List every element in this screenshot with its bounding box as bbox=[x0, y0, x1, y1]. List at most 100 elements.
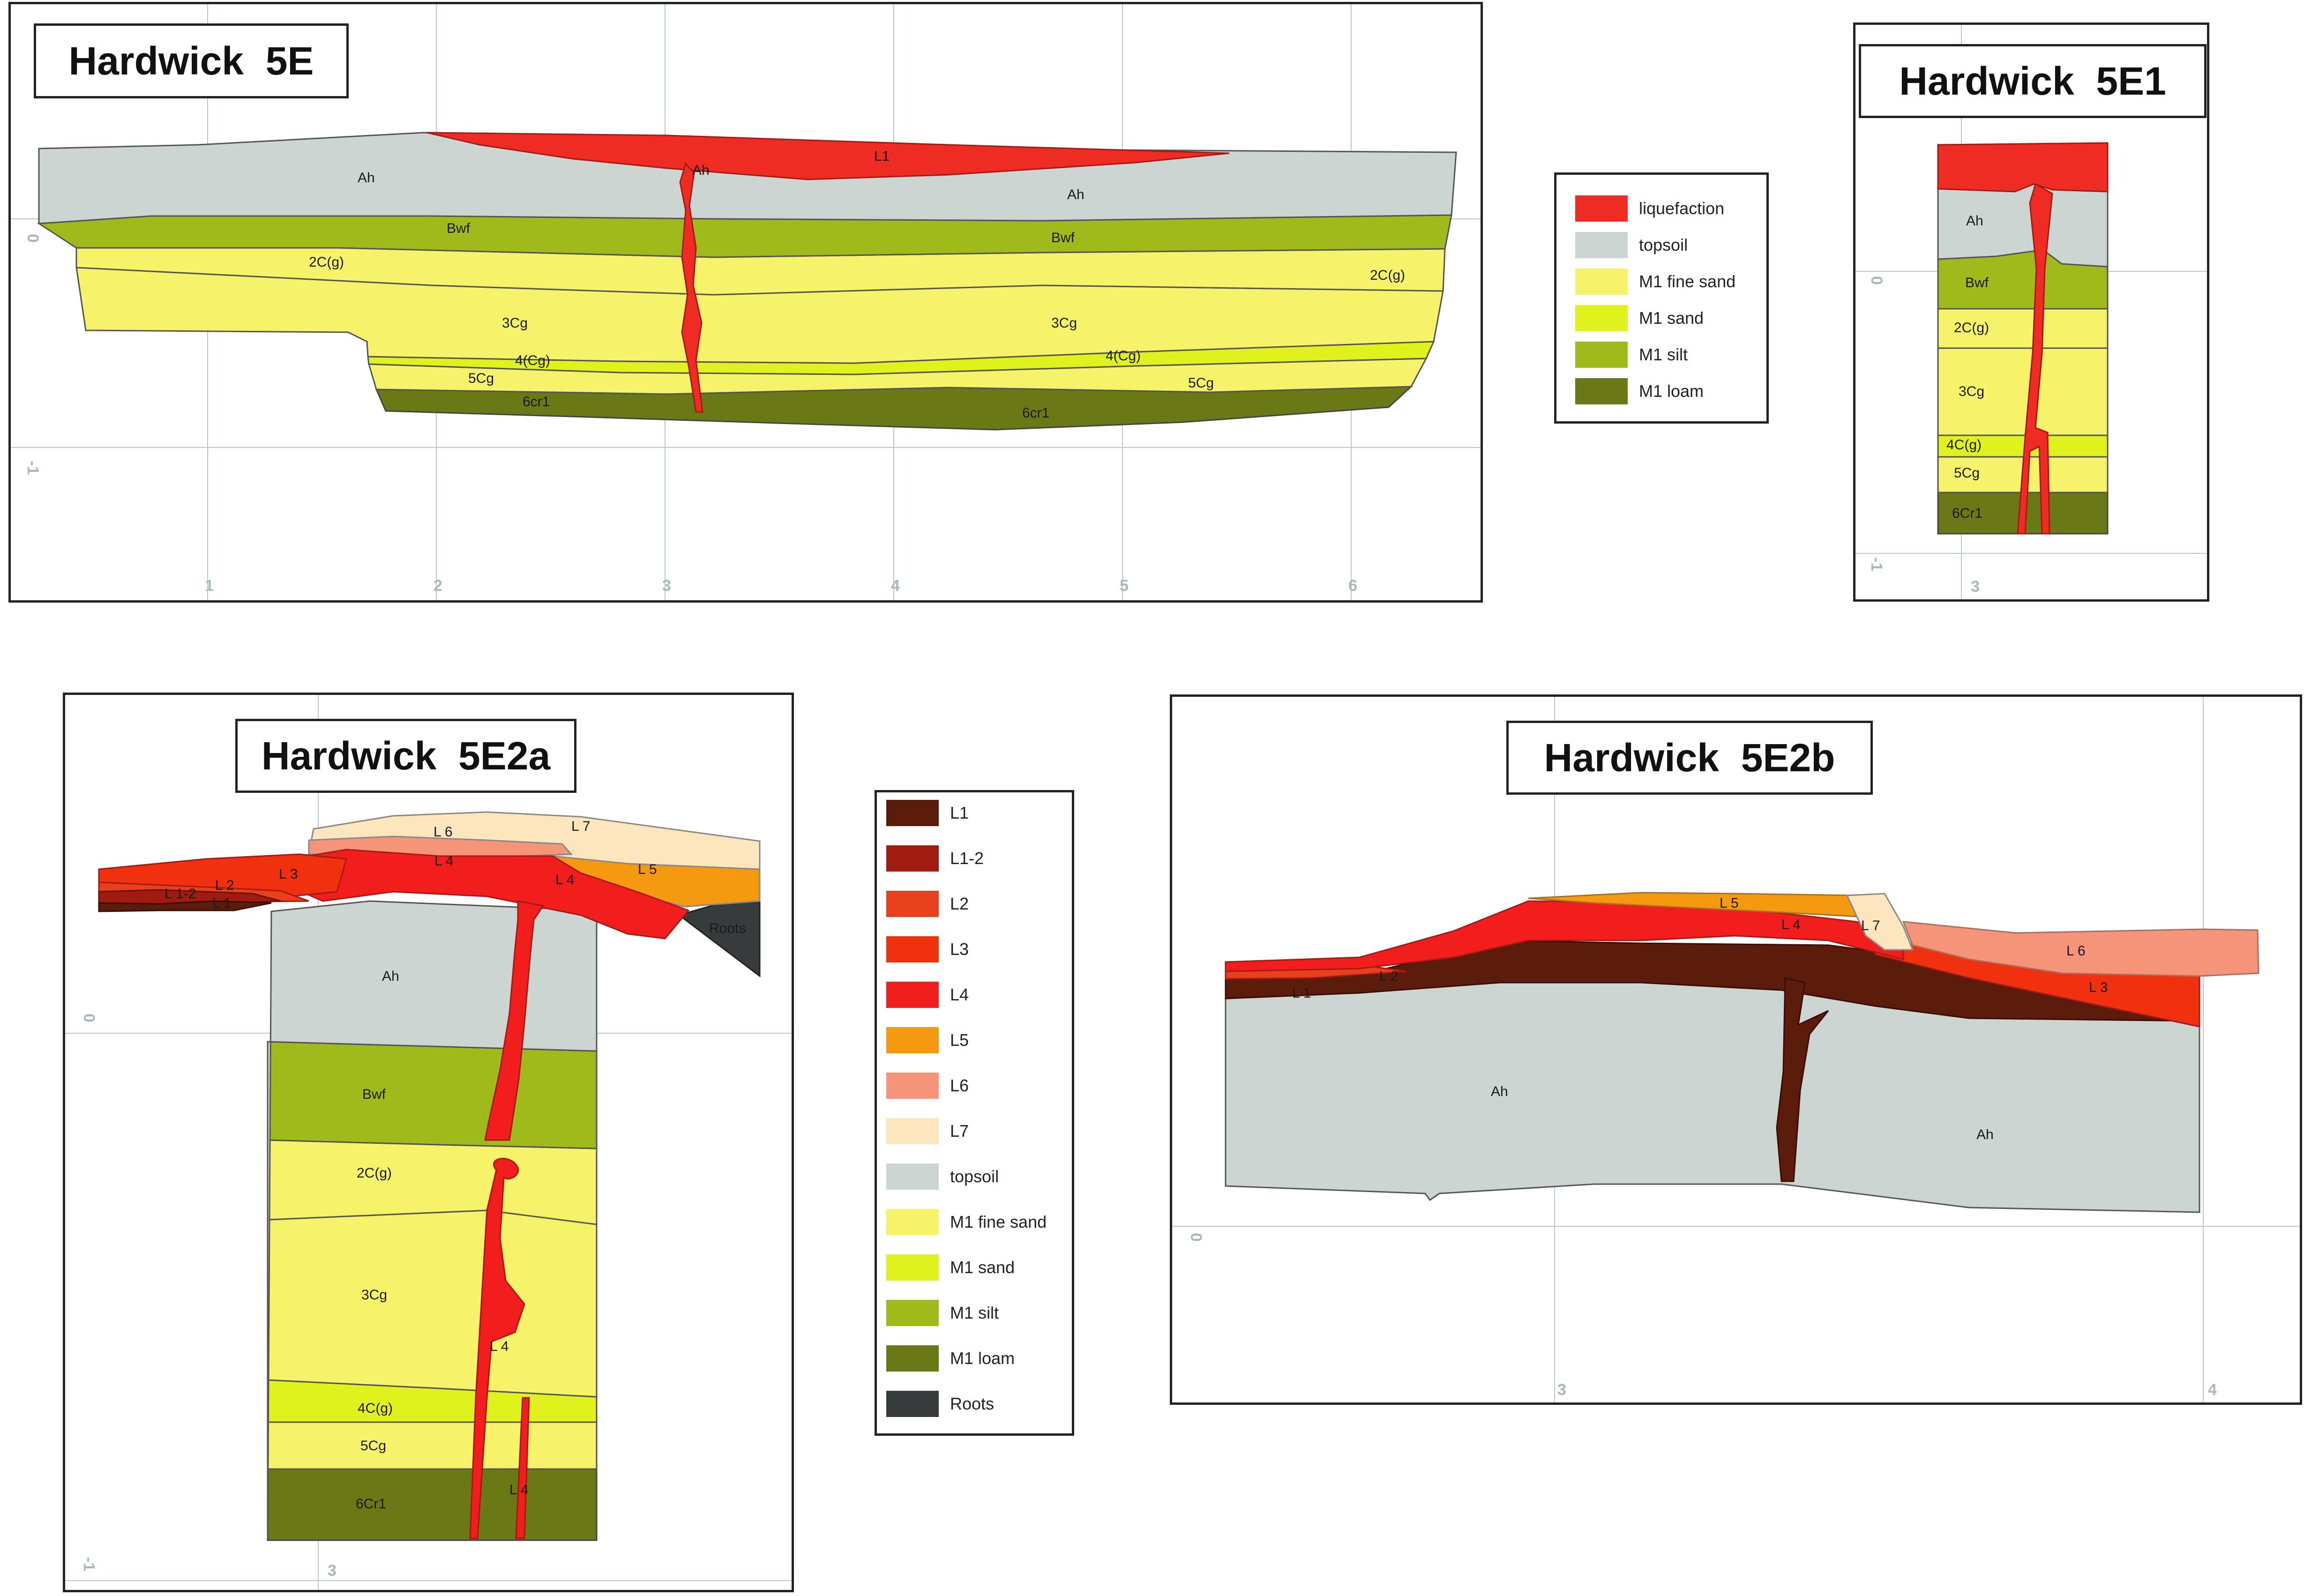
legend-label: M1 sand bbox=[1639, 308, 1704, 328]
legend-item-l6: L6 bbox=[886, 1073, 969, 1099]
title-5e2b: Hardwick 5E2b bbox=[1506, 721, 1873, 795]
label-6cr1-right: 6cr1 bbox=[1022, 405, 1049, 421]
legend-item-roots: Roots bbox=[886, 1391, 994, 1417]
title-5e1: Hardwick 5E1 bbox=[1859, 44, 2207, 118]
legend-label: L4 bbox=[950, 985, 969, 1004]
swatch-topsoil bbox=[886, 1163, 939, 1190]
legend-item-topsoil: topsoil bbox=[886, 1163, 999, 1190]
axis-x-3: 3 bbox=[1971, 578, 1980, 596]
legend-label: M1 silt bbox=[1639, 345, 1688, 364]
legend-item-liquefaction: liquefaction bbox=[1575, 195, 1724, 222]
swatch-roots bbox=[886, 1391, 939, 1417]
profile-5e2a-drawing: L 7 L 6 L 4 L 4 L 5 L 3 L 2 L 1-2 L 1 Ro… bbox=[65, 695, 792, 1590]
legend-label: Roots bbox=[950, 1394, 995, 1413]
label-bwf: Bwf bbox=[362, 1087, 386, 1102]
layer-6cr1 bbox=[267, 1468, 598, 1541]
axis-x-4: 4 bbox=[891, 577, 900, 595]
layer-5cg bbox=[267, 1421, 598, 1470]
label-l1: L 1 bbox=[212, 895, 232, 911]
layer-l1 bbox=[1225, 940, 2200, 1022]
label-4cg: 4C(g) bbox=[1946, 437, 1982, 453]
label-l4-left: L 4 bbox=[434, 853, 454, 869]
layer-l4 bbox=[289, 849, 690, 940]
swatch-topsoil bbox=[1575, 232, 1628, 258]
label-2cg-right: 2C(g) bbox=[1370, 268, 1405, 283]
legend-label: L3 bbox=[950, 940, 969, 959]
label-ah-left: Ah bbox=[358, 170, 375, 186]
profile-5e1-panel: Ah Bwf 2C(g) 3Cg 4C(g) 5Cg 6Cr1 3 0 -1 bbox=[1853, 22, 2209, 602]
label-l4: L 4 bbox=[1781, 917, 1801, 932]
swatch-silt bbox=[1575, 342, 1628, 368]
legend-label: M1 fine sand bbox=[1639, 272, 1736, 291]
axis-y-minus1: -1 bbox=[1868, 557, 1885, 571]
label-5cg-right: 5Cg bbox=[1188, 375, 1214, 391]
legend-item-fine-sand: M1 fine sand bbox=[1575, 268, 1735, 295]
layer-2cg bbox=[1937, 308, 2109, 349]
label-l1-2: L 1-2 bbox=[165, 886, 196, 902]
legend-item-l2: L2 bbox=[886, 891, 969, 917]
swatch-l5 bbox=[886, 1027, 939, 1053]
liquefaction-dike bbox=[679, 162, 703, 413]
label-6cr1: 6Cr1 bbox=[356, 1496, 386, 1512]
label-3cg-right: 3Cg bbox=[1051, 315, 1077, 331]
swatch-loam bbox=[886, 1345, 939, 1372]
label-ah: Ah bbox=[382, 969, 399, 984]
profile-5e-drawing: Ah Ah Ah L1 Bwf Bwf 2C(g) 2C(g) 3Cg 3Cg … bbox=[11, 4, 1481, 600]
legend-label: L2 bbox=[950, 894, 969, 913]
swatch-l1-2 bbox=[886, 845, 939, 872]
layer-l1-liquefaction bbox=[426, 132, 1230, 180]
swatch-liquefaction bbox=[1575, 195, 1628, 222]
axis-x-2: 2 bbox=[434, 577, 442, 595]
label-ah-right: Ah bbox=[1067, 187, 1085, 202]
liquefaction-dike-thin bbox=[515, 1397, 530, 1539]
label-l3: L 3 bbox=[279, 866, 298, 882]
profile-5e2b-drawing: L 5 L 4 L 7 L 6 L 3 L 2 L 1 Ah Ah 3 4 0 bbox=[1172, 697, 2300, 1402]
label-ah: Ah bbox=[1966, 213, 1983, 229]
label-l1: L1 bbox=[874, 149, 890, 164]
legend-item-loam: M1 loam bbox=[886, 1345, 1015, 1372]
layer-bwf bbox=[267, 1041, 598, 1149]
label-l4-lower: L 4 bbox=[509, 1482, 529, 1498]
label-4cg-right: 4(Cg) bbox=[1106, 348, 1141, 364]
legend-label: M1 silt bbox=[950, 1303, 999, 1322]
legend-label: liquefaction bbox=[1639, 199, 1725, 218]
legend-liquefaction-units: L1 L1-2 L2 L3 L4 L5 L6 L7 topsoil M1 fin… bbox=[875, 790, 1074, 1436]
swatch-l2 bbox=[886, 891, 939, 917]
axis-y-0: 0 bbox=[1187, 1233, 1205, 1242]
legend-item-l3: L3 bbox=[886, 936, 969, 962]
legend-item-silt: M1 silt bbox=[1575, 342, 1688, 368]
profile-5e1-drawing: Ah Bwf 2C(g) 3Cg 4C(g) 5Cg 6Cr1 3 0 -1 bbox=[1855, 25, 2207, 599]
legend-label: M1 fine sand bbox=[950, 1212, 1047, 1231]
legend-item-l5: L5 bbox=[886, 1027, 969, 1053]
legend-label: L7 bbox=[950, 1121, 969, 1141]
swatch-l6 bbox=[886, 1073, 939, 1099]
layer-3cg bbox=[1937, 347, 2109, 436]
layer-ah bbox=[1937, 181, 2109, 268]
label-3cg-left: 3Cg bbox=[502, 315, 528, 331]
label-2cg: 2C(g) bbox=[1954, 320, 1989, 336]
label-3cg: 3Cg bbox=[361, 1287, 387, 1303]
legend-item-l7: L7 bbox=[886, 1118, 969, 1144]
label-l4-right: L 4 bbox=[555, 872, 575, 887]
title-5e: Hardwick 5E bbox=[34, 23, 349, 98]
label-5cg: 5Cg bbox=[360, 1438, 386, 1454]
label-2cg-left: 2C(g) bbox=[309, 254, 344, 270]
axis-y-minus1: -1 bbox=[80, 1557, 98, 1571]
profile-5e2b-panel: L 5 L 4 L 7 L 6 L 3 L 2 L 1 Ah Ah 3 4 0 bbox=[1170, 694, 2302, 1405]
liquefaction-dike bbox=[2017, 183, 2053, 535]
label-l6: L 6 bbox=[434, 824, 453, 840]
layer-liquefaction-cap bbox=[1937, 142, 2109, 193]
label-6cr1: 6Cr1 bbox=[1952, 506, 1982, 521]
legend-label: L1 bbox=[950, 803, 969, 822]
legend-label: topsoil bbox=[950, 1167, 999, 1186]
swatch-loam bbox=[1575, 378, 1628, 404]
legend-label: M1 sand bbox=[950, 1258, 1015, 1277]
label-l2: L 2 bbox=[1379, 969, 1399, 984]
legend-item-topsoil: topsoil bbox=[1575, 232, 1688, 258]
axis-x-4: 4 bbox=[2208, 1381, 2217, 1399]
legend-item-sand: M1 sand bbox=[886, 1254, 1015, 1281]
swatch-silt bbox=[886, 1300, 939, 1326]
swatch-fine-sand bbox=[1575, 268, 1628, 295]
axis-y-0: 0 bbox=[80, 1014, 98, 1022]
legend-label: topsoil bbox=[1639, 235, 1688, 254]
